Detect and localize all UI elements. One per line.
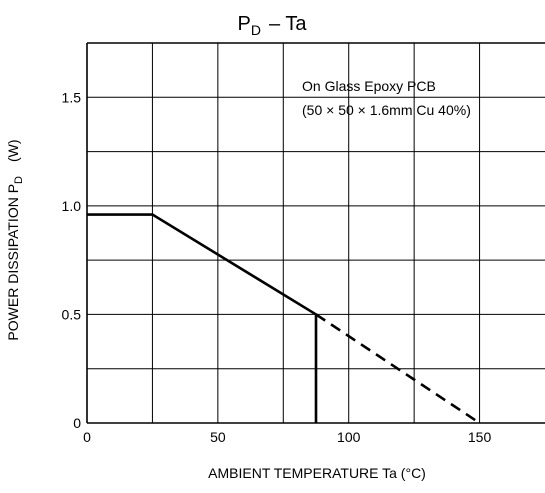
chart-title: PD – Ta bbox=[238, 13, 308, 38]
x-tick-label: 50 bbox=[210, 429, 226, 445]
x-tick-label: 150 bbox=[468, 429, 492, 445]
derating-line-dashed bbox=[315, 313, 481, 425]
annotation-line-2: (50 × 50 × 1.6mm Cu 40%) bbox=[302, 102, 471, 118]
series-layer bbox=[87, 213, 481, 425]
y-axis-title-main: POWER DISSIPATION P bbox=[5, 184, 21, 341]
annotation-line-1: On Glass Epoxy PCB bbox=[302, 78, 436, 94]
title-p-subscript: D bbox=[251, 22, 261, 38]
x-tick-label: 0 bbox=[83, 429, 91, 445]
derating-line-solid bbox=[87, 213, 318, 423]
y-tick-label: 0 bbox=[73, 415, 81, 431]
x-tick-label: 100 bbox=[337, 429, 361, 445]
y-tick-label: 1.5 bbox=[62, 89, 82, 105]
grid-layer bbox=[87, 43, 545, 423]
title-rest: – Ta bbox=[269, 13, 307, 35]
y-axis-title: POWER DISSIPATION PD (W) bbox=[5, 139, 25, 340]
y-tick-label: 0.5 bbox=[62, 306, 82, 322]
y-axis-title-subscript: D bbox=[13, 176, 25, 184]
x-axis-title: AMBIENT TEMPERATURE Ta (°C) bbox=[208, 465, 426, 481]
y-tick-label: 1.0 bbox=[62, 198, 82, 214]
tick-labels: 0 50 100 150 0 0.5 1.0 1.5 bbox=[62, 89, 492, 445]
title-p: P bbox=[238, 13, 251, 35]
y-axis-title-unit: (W) bbox=[5, 139, 21, 162]
